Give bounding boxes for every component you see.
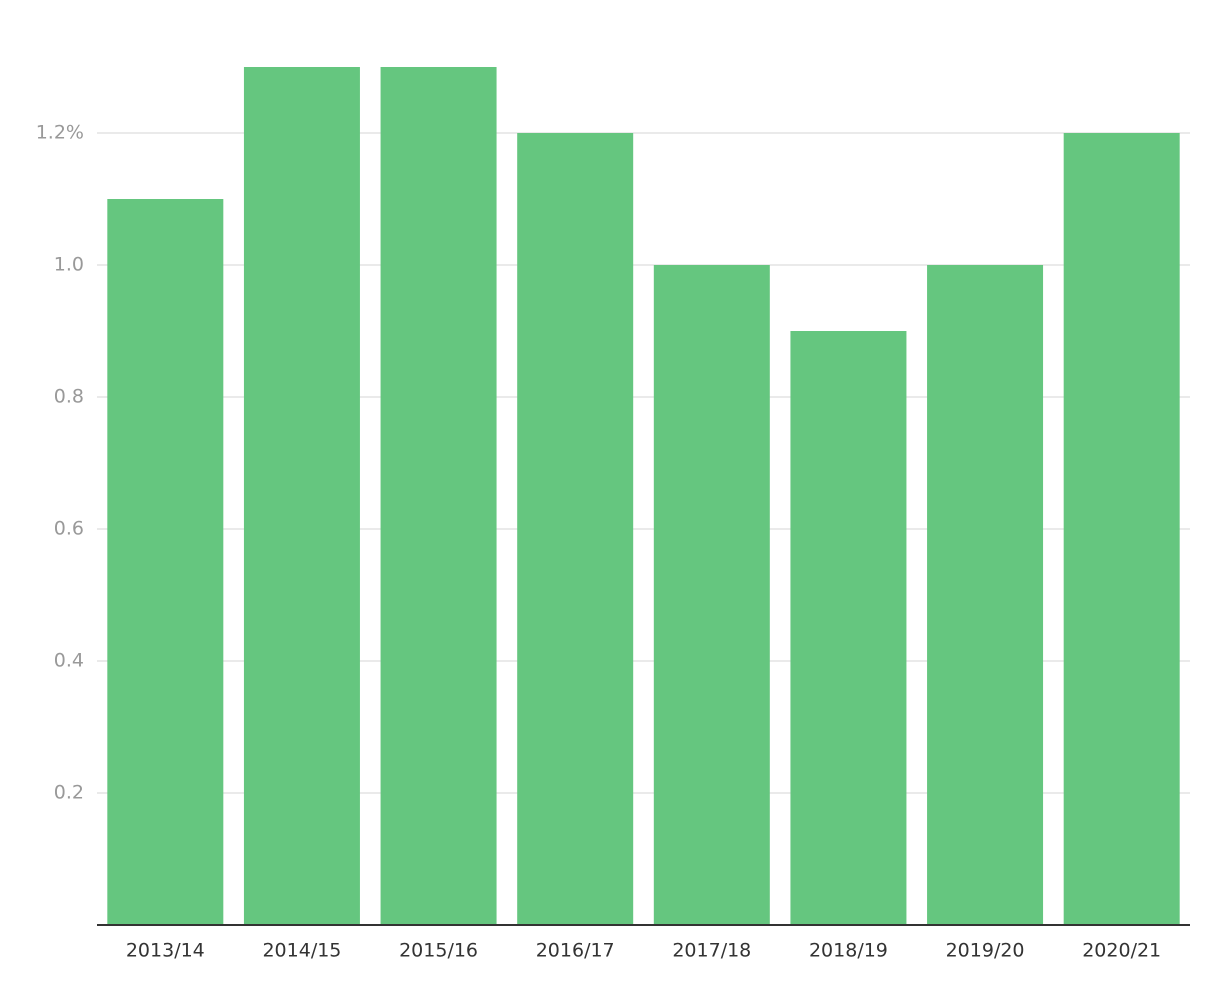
bar bbox=[790, 331, 907, 925]
y-tick-label: 1.2% bbox=[36, 122, 84, 144]
x-tick-label: 2017/18 bbox=[672, 940, 751, 962]
x-tick-label: 2020/21 bbox=[1082, 940, 1161, 962]
y-tick-label: 0.8 bbox=[54, 386, 84, 408]
x-tick-label: 2019/20 bbox=[946, 940, 1025, 962]
y-tick-label: 0.2 bbox=[54, 782, 84, 804]
bar bbox=[243, 67, 360, 925]
y-tick-label: 1.0 bbox=[54, 254, 84, 276]
x-tick-label: 2014/15 bbox=[262, 940, 341, 962]
bar bbox=[107, 199, 224, 925]
y-tick-label: 0.4 bbox=[54, 650, 84, 672]
bar bbox=[653, 265, 770, 925]
bar bbox=[927, 265, 1044, 925]
bar bbox=[380, 67, 497, 925]
x-tick-label: 2013/14 bbox=[126, 940, 205, 962]
bar bbox=[1063, 133, 1180, 925]
x-tick-label: 2015/16 bbox=[399, 940, 478, 962]
x-tick-label: 2016/17 bbox=[536, 940, 615, 962]
x-tick-label: 2018/19 bbox=[809, 940, 888, 962]
bar bbox=[517, 133, 634, 925]
y-tick-label: 0.6 bbox=[54, 518, 84, 540]
